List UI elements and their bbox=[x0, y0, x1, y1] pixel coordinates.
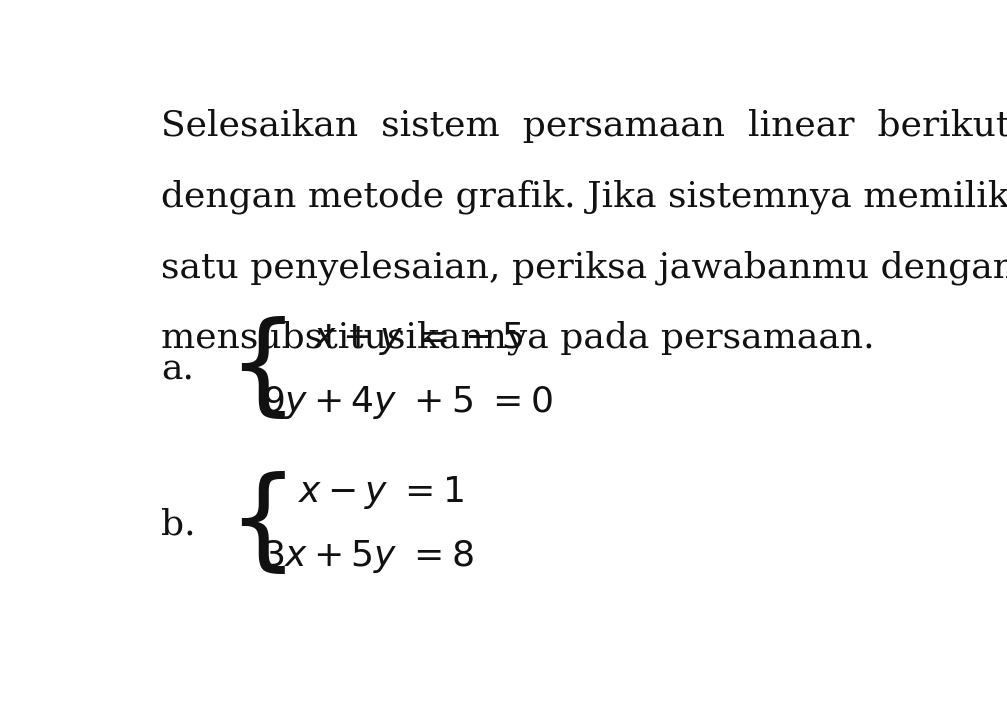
Text: $\{$: $\{$ bbox=[228, 316, 286, 423]
Text: $x - y \ = 1$: $x - y \ = 1$ bbox=[298, 474, 463, 511]
Text: b.: b. bbox=[161, 508, 195, 541]
Text: satu penyelesaian, periksa jawabanmu dengan: satu penyelesaian, periksa jawabanmu den… bbox=[161, 250, 1007, 285]
Text: $3x + 5y \ = 8$: $3x + 5y \ = 8$ bbox=[263, 539, 474, 575]
Text: a.: a. bbox=[161, 352, 194, 386]
Text: mensubstitusikannya pada persamaan.: mensubstitusikannya pada persamaan. bbox=[161, 321, 875, 355]
Text: Selesaikan  sistem  persamaan  linear  berikut: Selesaikan sistem persamaan linear berik… bbox=[161, 109, 1007, 143]
Text: $x + y \ = -5$: $x + y \ = -5$ bbox=[313, 319, 524, 357]
Text: $\{$: $\{$ bbox=[228, 471, 286, 578]
Text: $9y + 4y \ +5 \ = 0$: $9y + 4y \ +5 \ = 0$ bbox=[263, 384, 553, 421]
Text: dengan metode grafik. Jika sistemnya memiliki: dengan metode grafik. Jika sistemnya mem… bbox=[161, 180, 1007, 214]
